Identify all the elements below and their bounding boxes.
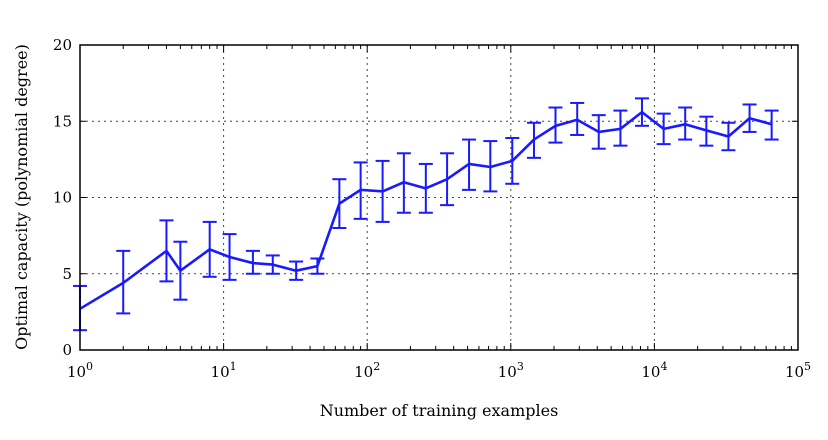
x-tick-label: 102 — [354, 360, 380, 381]
series-layer — [73, 97, 779, 332]
error-bar — [764, 109, 779, 141]
error-bar — [353, 161, 368, 220]
y-tick-labels: 0 5 10 15 20 — [53, 36, 72, 359]
error-bar — [245, 249, 260, 275]
error-bar — [570, 101, 585, 136]
error-bar — [699, 115, 714, 147]
x-tick-label: 104 — [641, 360, 667, 381]
y-tick-label: 10 — [53, 189, 72, 207]
error-bar — [678, 106, 693, 141]
error-bar — [526, 121, 541, 159]
error-bar — [396, 152, 411, 214]
error-bar — [613, 109, 628, 147]
tick-marks — [79, 44, 799, 351]
y-tick-label: 20 — [53, 36, 72, 54]
x-tick-label: 103 — [498, 360, 524, 381]
error-bar — [483, 140, 498, 193]
y-tick-label: 5 — [62, 265, 72, 283]
x-tick-label: 100 — [67, 360, 93, 381]
error-bar — [462, 138, 477, 191]
y-tick-label: 0 — [62, 341, 72, 359]
x-tick-label: 101 — [211, 360, 237, 381]
x-tick-label: 105 — [785, 360, 811, 381]
gridlines — [80, 45, 798, 350]
error-bar — [116, 249, 131, 315]
error-bar — [548, 106, 563, 144]
plot-frame — [79, 44, 799, 351]
x-tick-labels: 100 101 102 103 104 105 — [67, 360, 811, 381]
x-axis-label: Number of training examples — [320, 401, 559, 420]
y-axis-label: Optimal capacity (polynomial degree) — [12, 44, 31, 350]
y-tick-label: 15 — [53, 112, 72, 130]
